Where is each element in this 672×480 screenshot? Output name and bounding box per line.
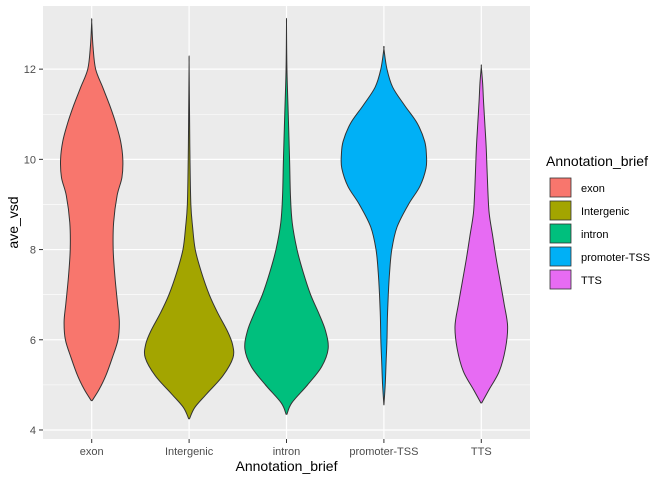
x-tick-label: Intergenic — [165, 446, 214, 458]
violin-tts — [454, 64, 509, 404]
x-tick-label: TTS — [471, 446, 492, 458]
violin-layer — [59, 17, 509, 420]
x-axis-title: Annotation_brief — [236, 458, 338, 474]
y-tick-label: 4 — [30, 425, 36, 437]
x-axis: exon Intergenic intron promoter-TSS TTS — [80, 439, 492, 458]
y-tick-label: 6 — [30, 335, 36, 347]
violin-promoter-tss — [340, 45, 428, 406]
y-axis: 4 6 8 10 12 — [24, 64, 43, 437]
violin-intergenic — [143, 55, 235, 420]
legend-label: intron — [581, 229, 609, 241]
legend: Annotation_brief exon Intergenic intron pro… — [546, 153, 650, 290]
legend-label: promoter-TSS — [581, 252, 650, 264]
legend-label: Intergenic — [581, 206, 630, 218]
x-tick-label: intron — [273, 446, 301, 458]
x-tick-label: promoter-TSS — [349, 446, 418, 458]
legend-key-tts — [549, 269, 572, 290]
legend-label: exon — [581, 183, 605, 195]
legend-label: TTS — [581, 275, 602, 287]
violin-exon — [59, 18, 124, 402]
violin-intron — [244, 17, 329, 415]
legend-key-exon — [549, 177, 572, 198]
legend-key-promoter-tss — [549, 246, 572, 267]
y-tick-label: 10 — [24, 154, 36, 166]
y-tick-label: 8 — [30, 245, 36, 257]
legend-title: Annotation_brief — [546, 153, 648, 169]
legend-key-intron — [549, 223, 572, 244]
y-axis-title: ave_vsd — [5, 196, 21, 248]
legend-key-intergenic — [549, 200, 572, 221]
y-tick-label: 12 — [24, 64, 36, 76]
x-tick-label: exon — [80, 446, 104, 458]
